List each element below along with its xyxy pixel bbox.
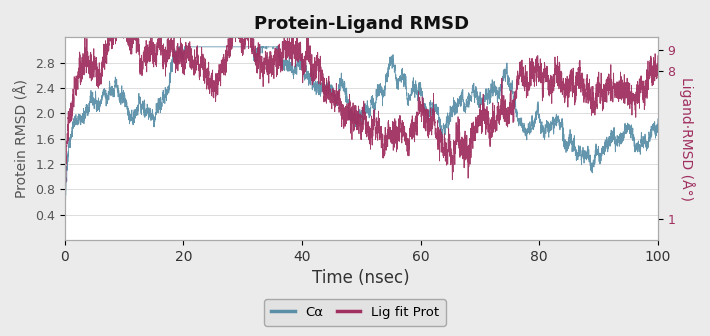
X-axis label: Time (nsec): Time (nsec) xyxy=(312,269,410,287)
Y-axis label: Ligand·RMSD (Å°): Ligand·RMSD (Å°) xyxy=(679,77,695,201)
Y-axis label: Protein RMSD (Å): Protein RMSD (Å) xyxy=(15,79,29,198)
Title: Protein-Ligand RMSD: Protein-Ligand RMSD xyxy=(253,15,469,33)
Legend: Cα, Lig fit Prot: Cα, Lig fit Prot xyxy=(264,299,446,326)
